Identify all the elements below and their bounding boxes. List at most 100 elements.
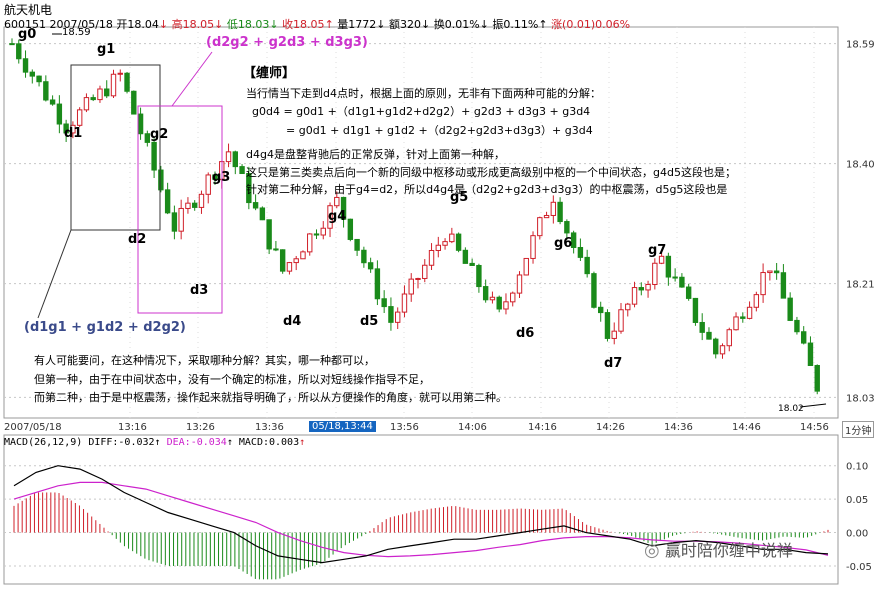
label-g6: g6 [554, 236, 573, 251]
macd-header: MACD(26,12,9) DIFF:-0.032↑ DEA:-0.034↑ M… [4, 437, 305, 448]
candle-body [347, 218, 354, 240]
candle-body [773, 270, 780, 274]
candle-body [679, 276, 685, 288]
xaxis-label-6: 14:06 [458, 422, 487, 433]
label-d3: d3 [190, 283, 209, 298]
arrow-up-icon: ↑ [324, 18, 334, 31]
box2-label: (d2g2 + g2d3 + d3g3) [206, 35, 368, 50]
label-g1: g1 [97, 42, 116, 57]
box1-pointer [37, 229, 72, 319]
xaxis-label-2: 13:26 [186, 422, 215, 433]
price-panel-frame [3, 26, 839, 419]
arrow-down-icon: ↓ [158, 18, 169, 31]
price-tick-label: 18.40 [846, 160, 875, 171]
candle-body [144, 133, 151, 143]
candle-body [760, 272, 766, 296]
xaxis-label-5: 13:56 [390, 422, 419, 433]
candle-body [354, 238, 360, 251]
candle-body [476, 264, 482, 288]
candle-body [591, 273, 597, 308]
candle-body [814, 365, 820, 392]
stock-code: 600151 [4, 18, 46, 31]
candle-body [652, 262, 658, 285]
candle-body [225, 151, 232, 163]
candle-body [740, 316, 746, 319]
candle-body [516, 274, 523, 294]
candle-body [110, 73, 117, 97]
arrow-down-icon: ↓ [479, 18, 489, 31]
candle-body [56, 103, 63, 125]
candle-body [685, 286, 692, 299]
diff-line [13, 465, 829, 564]
period-badge[interactable]: 1分钟 [842, 421, 875, 438]
candle-body [286, 262, 293, 272]
candle-body [801, 331, 807, 344]
last-price-label: 18.02 [778, 404, 804, 414]
label-d4: d4 [283, 314, 302, 329]
candle-body [428, 249, 435, 266]
candle-body [367, 262, 374, 270]
wechat-icon: ◎ [644, 540, 660, 561]
macd-tick-label: 0.10 [846, 462, 868, 473]
label-g0: g0 [18, 27, 37, 42]
candle-body [259, 207, 266, 221]
stock-title: 航天机电 [4, 3, 53, 17]
candle-body [131, 90, 137, 115]
candle-body [794, 319, 800, 333]
candle-body [408, 278, 414, 295]
candle-body [178, 207, 184, 232]
candle-body [327, 205, 333, 229]
quote-close: 收18.05 [282, 18, 325, 31]
candle-body [151, 141, 157, 171]
candle-body [530, 235, 536, 259]
candle-body [557, 201, 563, 223]
candle-body [239, 166, 245, 175]
candle-body [449, 233, 455, 243]
candle-body [733, 316, 739, 331]
candle-body [780, 272, 787, 299]
candle-body [49, 99, 56, 105]
candle-body [807, 342, 814, 367]
xaxis-label-11: 14:56 [800, 422, 829, 433]
xaxis-label-3: 13:36 [255, 422, 284, 433]
candle-body [185, 202, 191, 209]
price-tick-label: 18.59 [846, 40, 875, 51]
arrow-down-icon: ↓ [214, 18, 224, 31]
macd-panel-frame [3, 434, 839, 585]
candle-body [523, 257, 529, 276]
quote-volume: 量1772 [337, 18, 377, 31]
candle-body [489, 296, 496, 301]
commentary-line-3: = g0d1 + d1g1 + g1d2 +（d2g2+g2d3+d3g3）+ … [286, 124, 593, 137]
quote-turnover: 换0.01% [433, 18, 480, 31]
box2-rect [137, 105, 223, 314]
macd-tick-label: -0.05 [846, 562, 872, 573]
label-g4: g4 [328, 209, 347, 224]
candle-body [746, 306, 753, 319]
label-d1: d1 [64, 126, 83, 141]
candle-body [672, 276, 678, 279]
candle-body [36, 75, 42, 83]
quote-low: 低18.03 [226, 18, 270, 31]
xaxis-label-0: 2007/05/18 [4, 422, 62, 433]
candle-body [273, 248, 279, 251]
macd-tick-label: 0.00 [846, 529, 868, 540]
candle-body [658, 255, 665, 264]
arrow-up-icon: ↑ [226, 437, 233, 448]
quote-open: 开18.04 [116, 18, 159, 31]
candle-body [97, 88, 103, 101]
label-d2: d2 [128, 232, 147, 247]
candle-body [334, 196, 340, 207]
box1-label: (d1g1 + g1d2 + d2g2) [24, 320, 186, 335]
label-g5: g5 [450, 190, 469, 205]
candle-body [104, 88, 110, 97]
last-marker [799, 403, 827, 408]
candle-body [510, 292, 516, 303]
label-g2: g2 [150, 127, 169, 142]
candle-body [117, 72, 123, 75]
candle-body [699, 321, 705, 333]
quote-date: 2007/05/18 [49, 18, 113, 31]
candle-body [232, 151, 239, 168]
candle-body [43, 81, 49, 101]
bottom-note-line-1: 有人可能要问，在这种情况下，采取哪种分解？其实，哪一种都可以， [34, 354, 375, 367]
